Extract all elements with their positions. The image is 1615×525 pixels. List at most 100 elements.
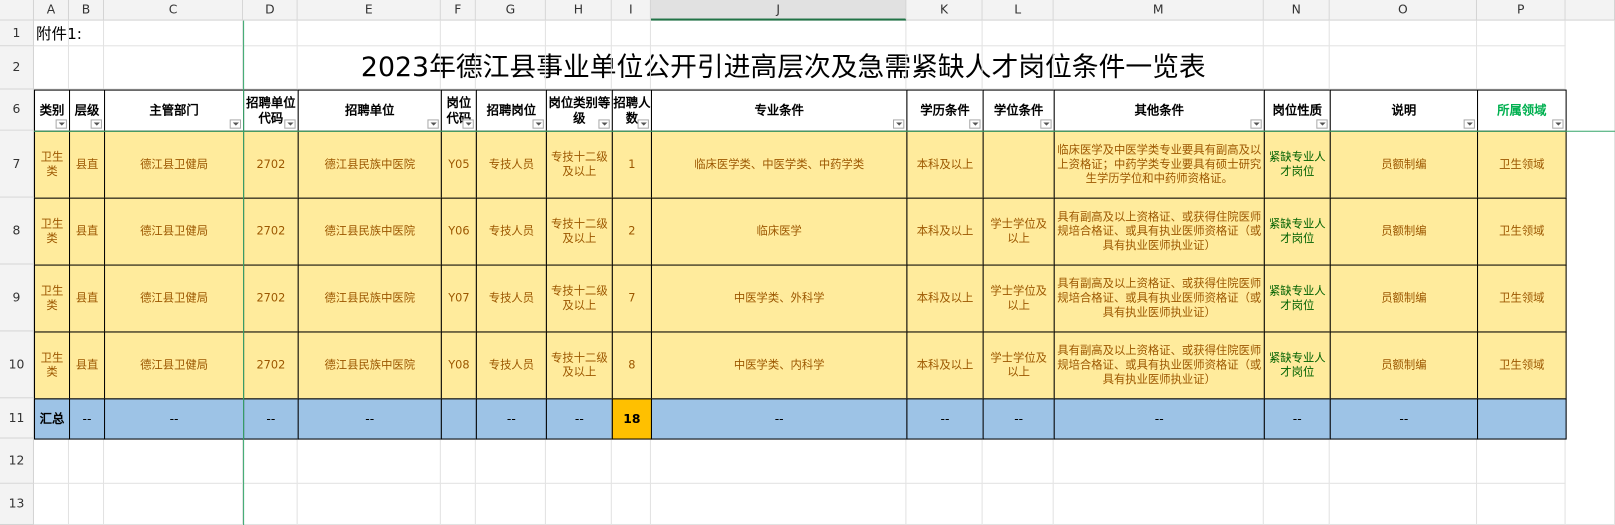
filter-button[interactable] [532, 119, 544, 129]
row-header: 9 [0, 264, 34, 332]
grid-cell [906, 20, 983, 47]
table-cell: 紧缺专业人才岗位 [1263, 331, 1331, 400]
grid-cell [982, 20, 1054, 47]
table-cell: 紧缺专业人才岗位 [1263, 197, 1331, 266]
row-header: 8 [0, 197, 34, 265]
filter-button[interactable] [1463, 119, 1475, 129]
column-header: K [906, 0, 983, 21]
grid-cell [69, 46, 105, 90]
table-cell: 专技人员 [475, 197, 547, 266]
table-cell: 卫生领域 [1477, 264, 1567, 333]
grid-cell [69, 20, 105, 47]
filter-button[interactable] [229, 119, 242, 129]
row-header: 12 [0, 438, 34, 484]
filter-button[interactable] [284, 119, 296, 129]
table-header: 招聘人数 [611, 89, 652, 132]
table-cell: 具有副高及以上资格证、或获得住院医师规培合格证、或具有执业医师资格证（或具有执业… [1053, 197, 1265, 266]
filter-button[interactable] [969, 119, 981, 129]
grid-cell [475, 483, 546, 525]
grid-cell [69, 438, 105, 484]
grid-cell [440, 46, 476, 90]
grid-cell [33, 438, 70, 484]
table-cell: 德江县民族中医院 [297, 331, 442, 400]
grid-cell [611, 483, 651, 525]
grid-cell [650, 483, 907, 525]
grid-cell [1329, 483, 1478, 525]
table-cell: 专技十二级及以上 [545, 130, 613, 199]
table-cell: 卫生类 [33, 264, 71, 333]
table-cell: 专技人员 [475, 130, 547, 199]
grid-cell [545, 438, 612, 484]
column-header [1565, 0, 1615, 21]
column-header: P [1477, 0, 1566, 21]
table-cell: 德江县民族中医院 [297, 197, 442, 266]
column-header: B [69, 0, 105, 21]
table-cell: 专技十二级及以上 [545, 331, 613, 400]
table-cell: 本科及以上 [906, 331, 984, 400]
filter-button[interactable] [1552, 119, 1564, 129]
grid-cell [545, 20, 612, 47]
table-cell: 2702 [243, 130, 299, 199]
column-header: O [1329, 0, 1478, 21]
table-cell: 德江县民族中医院 [297, 130, 442, 199]
title: 2023年德江县事业单位公开引进高层次及急需紧缺人才岗位条件一览表 [360, 52, 1206, 84]
table-cell: 具有副高及以上资格证、或获得住院医师规培合格证、或具有执业医师资格证（或具有执业… [1053, 331, 1265, 400]
summary-cell: 18 [611, 398, 652, 440]
summary-cell: -- [104, 398, 245, 440]
filter-button[interactable] [1250, 119, 1262, 129]
grid-cell [1329, 20, 1478, 47]
table-cell: 学士学位及以上 [982, 264, 1055, 333]
grid-cell [1263, 20, 1330, 47]
table-cell: 本科及以上 [906, 197, 984, 266]
grid-cell [1329, 46, 1478, 90]
filter-button[interactable] [1040, 119, 1052, 129]
table-cell: 2702 [243, 197, 299, 266]
summary-cell: -- [69, 398, 106, 440]
filter-button[interactable] [90, 119, 102, 129]
corner [0, 0, 34, 21]
summary-cell [1477, 398, 1567, 440]
grid-cell [982, 46, 1054, 90]
filter-button[interactable] [427, 119, 439, 129]
column-header: C [104, 0, 244, 21]
table-header: 专业条件 [650, 89, 908, 132]
filter-button[interactable] [55, 119, 67, 129]
summary-cell: -- [650, 398, 908, 440]
filter-button[interactable] [637, 119, 649, 129]
grid-cell [475, 438, 546, 484]
table-cell: 2 [611, 197, 652, 266]
table-cell: Y06 [440, 197, 477, 266]
summary-cell: -- [475, 398, 547, 440]
table-cell: 卫生类 [33, 331, 71, 400]
grid-cell [243, 483, 298, 525]
grid-cell [440, 483, 476, 525]
filter-button[interactable] [462, 119, 474, 129]
table-cell: 员额制编 [1329, 197, 1479, 266]
summary-cell: -- [1329, 398, 1479, 440]
summary-cell: -- [982, 398, 1055, 440]
table-cell: 德江县民族中医院 [297, 264, 442, 333]
grid-cell [611, 438, 651, 484]
grid-cell [33, 46, 70, 90]
filter-button[interactable] [1316, 119, 1328, 129]
table-header: 招聘单位 [297, 89, 442, 132]
table-cell: 2702 [243, 264, 299, 333]
filter-button[interactable] [598, 119, 610, 129]
table-cell: 卫生领域 [1477, 130, 1567, 199]
grid-cell [104, 483, 244, 525]
grid-cell [243, 20, 298, 47]
table-header: 招聘岗位 [475, 89, 547, 132]
table-cell: 临床医学类、中医学类、中药学类 [650, 130, 908, 199]
table-cell: 德江县卫健局 [104, 130, 245, 199]
note: 附件1: [36, 24, 82, 43]
table-header: 岗位类别等级 [545, 89, 613, 132]
filter-button[interactable] [893, 119, 905, 129]
column-header: J [650, 0, 907, 21]
table-cell [982, 130, 1055, 199]
row-header: 13 [0, 483, 34, 525]
grid-cell [1053, 438, 1264, 484]
table-cell: 紧缺专业人才岗位 [1263, 264, 1331, 333]
grid-cell [1263, 46, 1330, 90]
grid-cell [982, 438, 1054, 484]
